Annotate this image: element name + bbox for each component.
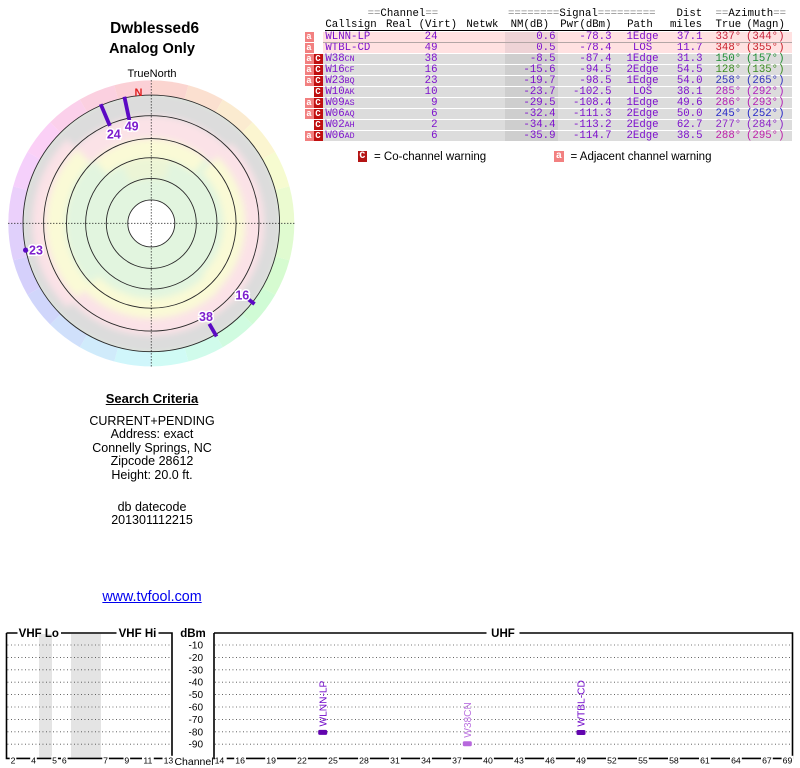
svg-text:23: 23 xyxy=(29,244,43,258)
svg-text:40: 40 xyxy=(483,756,493,766)
svg-text:-90: -90 xyxy=(189,740,204,751)
svg-text:W38CN: W38CN xyxy=(463,702,474,738)
svg-text:67: 67 xyxy=(762,756,772,766)
svg-text:WTBL-CD: WTBL-CD xyxy=(577,680,588,726)
svg-text:16: 16 xyxy=(235,756,245,766)
svg-text:38: 38 xyxy=(199,310,213,324)
svg-text:VHF Lo: VHF Lo xyxy=(19,628,59,640)
svg-text:4: 4 xyxy=(31,756,36,766)
svg-text:14: 14 xyxy=(215,756,225,766)
svg-text:9: 9 xyxy=(124,756,129,766)
svg-text:49: 49 xyxy=(125,120,139,134)
svg-text:55: 55 xyxy=(638,756,648,766)
svg-text:46: 46 xyxy=(545,756,555,766)
svg-text:N: N xyxy=(135,87,143,99)
svg-text:-10: -10 xyxy=(189,641,204,652)
svg-text:16: 16 xyxy=(235,288,249,302)
svg-text:2: 2 xyxy=(11,756,16,766)
svg-text:-80: -80 xyxy=(189,727,204,738)
svg-text:25: 25 xyxy=(328,756,338,766)
svg-text:-60: -60 xyxy=(189,703,204,714)
svg-text:43: 43 xyxy=(514,756,524,766)
svg-text:34: 34 xyxy=(421,756,431,766)
svg-text:61: 61 xyxy=(700,756,710,766)
svg-text:6: 6 xyxy=(62,756,67,766)
svg-text:31: 31 xyxy=(390,756,400,766)
svg-text:VHF Hi: VHF Hi xyxy=(119,628,157,640)
svg-text:-70: -70 xyxy=(189,715,204,726)
svg-text:11: 11 xyxy=(143,756,152,766)
svg-text:7: 7 xyxy=(103,756,108,766)
svg-text:Channel: Channel xyxy=(174,756,213,768)
svg-text:-20: -20 xyxy=(189,653,204,664)
svg-text:22: 22 xyxy=(297,756,307,766)
svg-text:24: 24 xyxy=(107,127,121,141)
svg-text:64: 64 xyxy=(731,756,741,766)
svg-text:37: 37 xyxy=(452,756,462,766)
svg-text:-50: -50 xyxy=(189,690,204,701)
svg-text:dBm: dBm xyxy=(180,628,206,640)
svg-text:5: 5 xyxy=(52,756,57,766)
svg-text:52: 52 xyxy=(607,756,617,766)
svg-text:WLNN-LP: WLNN-LP xyxy=(318,680,329,726)
svg-text:UHF: UHF xyxy=(491,628,515,640)
svg-text:13: 13 xyxy=(164,756,174,766)
svg-text:58: 58 xyxy=(669,756,679,766)
svg-text:-40: -40 xyxy=(189,678,204,689)
svg-text:49: 49 xyxy=(576,756,586,766)
svg-text:-30: -30 xyxy=(189,665,204,676)
svg-text:19: 19 xyxy=(266,756,276,766)
svg-text:69: 69 xyxy=(783,756,793,766)
svg-text:28: 28 xyxy=(359,756,369,766)
